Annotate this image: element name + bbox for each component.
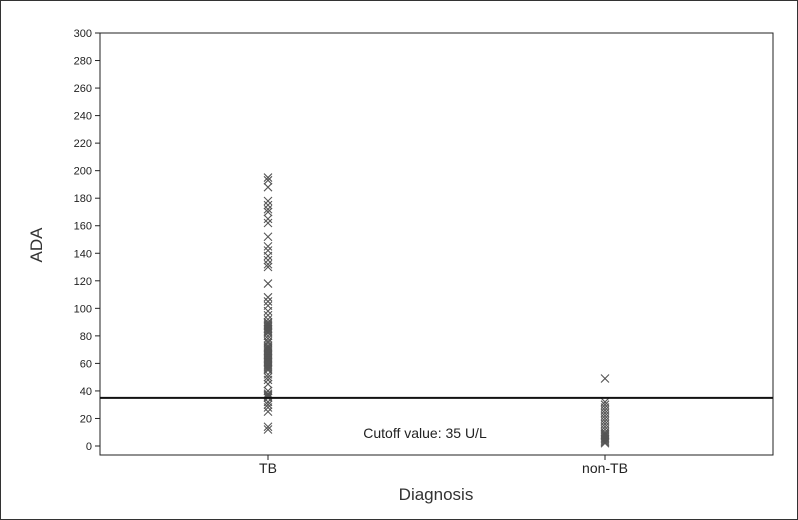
x-axis: TB non-TB [259,455,628,476]
data-point [263,361,273,371]
data-point [263,279,273,288]
data-point [263,324,273,334]
data-point [263,241,273,251]
y-tick-label: 160 [74,221,92,233]
data-point [263,407,273,416]
data-point [263,204,273,214]
y-tick-label: 220 [74,138,92,150]
y-tick-label: 140 [74,248,92,260]
data-point [263,182,273,192]
data-point [263,214,273,224]
y-tick-label: 260 [74,83,92,95]
data-point [263,200,273,210]
data-point [600,437,610,447]
y-tick-label: 100 [74,303,92,315]
data-point [263,365,273,375]
data-point [600,436,610,445]
y-tick-label: 60 [80,358,92,370]
y-tick-label: 40 [80,386,92,398]
x-axis-title: Diagnosis [399,485,474,504]
y-tick-label: 280 [74,56,92,68]
data-point [263,207,273,217]
data-point [263,262,273,272]
data-point [263,363,273,372]
data-point [263,389,273,399]
y-tick-label: 80 [80,331,92,343]
data-point [600,374,610,383]
data-point [263,292,273,302]
data-point [263,327,273,337]
data-point [263,297,273,306]
y-tick-label: 20 [80,413,92,425]
y-tick-label: 0 [86,441,92,453]
data-point [263,403,273,412]
data-point [600,434,610,444]
data-point [263,375,273,385]
data-point [600,438,610,448]
y-tick-label: 300 [74,28,92,40]
data-point [263,255,273,265]
data-point [263,173,273,182]
data-point [263,334,273,344]
data-point [263,422,273,432]
y-tick-label: 240 [74,111,92,123]
y-axis: 0 20 40 60 80 100 120 140 160 180 200 220 240 260 280 3… [74,28,101,455]
data-point [263,425,273,434]
data-point [263,175,273,185]
data-point [263,306,273,316]
cutoff-label: Cutoff value: 35 U/L [363,425,487,441]
data-point [263,400,273,410]
data-point [263,259,273,269]
y-tick-label: 180 [74,193,92,205]
data-point [263,196,273,206]
data-point [263,251,273,261]
x-tick-label: non-TB [582,460,628,476]
data-point [263,218,273,228]
data-point [263,310,273,320]
data-points [263,173,610,448]
y-tick-label: 120 [74,276,92,288]
x-tick-label: TB [259,460,277,476]
y-axis-title: ADA [27,227,46,263]
y-tick-label: 200 [74,166,92,178]
data-point [263,232,273,242]
data-point [263,372,273,382]
data-point [263,379,273,389]
